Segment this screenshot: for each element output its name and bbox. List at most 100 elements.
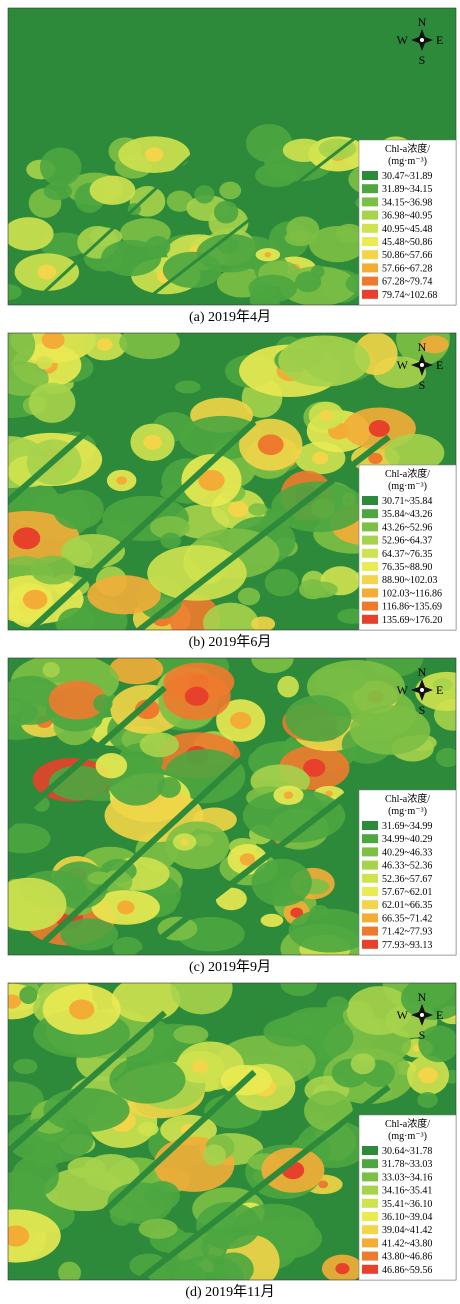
legend-swatch	[362, 263, 378, 272]
legend-swatch	[362, 588, 378, 597]
legend-swatch	[362, 874, 378, 883]
legend-label: 46.33~52.36	[382, 861, 432, 872]
map-patch	[175, 381, 201, 394]
legend-label: 79.74~102.68	[382, 290, 437, 301]
legend-label: 76.35~88.90	[382, 562, 432, 573]
legend-label: 43.26~52.96	[382, 522, 432, 533]
map-patch	[283, 139, 325, 162]
legend-swatch	[362, 575, 378, 584]
legend-label: 135.69~176.20	[382, 615, 442, 626]
map-patch	[263, 1017, 317, 1047]
map-patch	[252, 859, 312, 907]
panel-caption: (a) 2019年4月	[189, 309, 271, 325]
map-patch	[111, 977, 180, 1022]
compass-e: E	[436, 358, 443, 372]
legend-swatch	[362, 1159, 378, 1168]
map-patch	[351, 1053, 376, 1074]
legend-label: 43.80~46.86	[382, 1252, 432, 1263]
map-patch	[219, 182, 241, 200]
legend-swatch	[362, 1186, 378, 1195]
map-patch	[44, 182, 72, 200]
map-patch-core	[117, 901, 134, 915]
map-patch	[144, 1181, 180, 1210]
legend-unit: (mg·m⁻³)	[388, 156, 427, 167]
compass-n: N	[418, 15, 427, 29]
legend-title: Chl-a浓度/	[385, 1117, 430, 1130]
map-patch	[278, 335, 370, 386]
map-patch-core	[265, 252, 272, 257]
map-patch	[304, 1091, 353, 1131]
compass-s: S	[419, 53, 426, 67]
legend-swatch	[362, 1238, 378, 1247]
legend-label: 41.42~43.80	[382, 1238, 432, 1249]
legend-swatch	[362, 1146, 378, 1155]
map-patch	[311, 265, 324, 278]
map-patch	[255, 163, 297, 187]
legend-title: Chl-a浓度/	[385, 467, 430, 480]
legend-label: 34.99~40.29	[382, 834, 432, 845]
legend-label: 31.89~34.15	[382, 184, 432, 195]
compass-center	[420, 1013, 424, 1017]
compass-n: N	[418, 665, 427, 679]
map-patch	[145, 236, 170, 258]
compass-s: S	[419, 378, 426, 392]
map-patch	[248, 503, 267, 515]
map-patch	[37, 356, 53, 369]
legend-swatch	[362, 197, 378, 206]
map-patch	[286, 216, 319, 242]
map-patch	[306, 581, 338, 597]
map-patch	[96, 753, 127, 778]
map-patch	[139, 1219, 178, 1239]
legend-swatch	[362, 496, 378, 505]
compass-n: N	[418, 340, 427, 354]
map-patch	[140, 732, 179, 757]
map-patch-core	[143, 435, 162, 450]
map-patch	[112, 937, 142, 959]
map-patch	[417, 1092, 437, 1108]
legend-swatch	[362, 562, 378, 571]
legend-label: 71.42~77.93	[382, 927, 432, 938]
map-patch-core	[116, 476, 127, 485]
compass-s: S	[419, 703, 426, 717]
map-patch	[42, 662, 59, 677]
compass-center	[420, 363, 424, 367]
legend-label: 57.67~62.01	[382, 887, 432, 898]
legend-swatch	[362, 1212, 378, 1221]
legend-label: 102.03~116.86	[382, 588, 442, 599]
map-patch	[281, 971, 318, 996]
map-patch-core	[3, 1225, 30, 1246]
figure: NSWEChl-a浓度/(mg·m⁻³)30.47~31.8931.89~34.…	[0, 0, 460, 1304]
legend-swatch	[362, 522, 378, 531]
map-patch-core	[69, 999, 94, 1019]
legend-label: 30.64~31.78	[382, 1146, 432, 1157]
map-patch	[285, 695, 351, 741]
compass-n: N	[418, 990, 427, 1004]
legend-label: 35.84~43.26	[382, 509, 432, 520]
legend-label: 77.93~93.13	[382, 940, 432, 951]
legend-label: 52.36~57.67	[382, 874, 432, 885]
panel-caption: (c) 2019年9月	[189, 959, 271, 975]
legend-label: 116.86~135.69	[382, 602, 442, 613]
map-patch-core	[3, 994, 21, 1008]
map-patch	[90, 176, 136, 205]
legend-label: 30.47~31.89	[382, 171, 432, 182]
compass-e: E	[436, 683, 443, 697]
map-patch	[214, 201, 238, 224]
compass-w: W	[397, 683, 409, 697]
panel-caption: (d) 2019年11月	[185, 1284, 274, 1300]
legend-label: 64.37~76.35	[382, 549, 432, 560]
map-patch	[12, 1156, 59, 1197]
legend-unit: (mg·m⁻³)	[388, 1131, 427, 1142]
legend-title: Chl-a浓度/	[385, 792, 430, 805]
map-patch	[119, 325, 180, 359]
map-patch	[93, 695, 112, 713]
map-patch	[147, 545, 247, 600]
legend-swatch	[362, 171, 378, 180]
map-patch	[109, 1056, 185, 1103]
map-patch	[327, 996, 349, 1013]
legend-swatch	[362, 927, 378, 936]
map-patch	[246, 124, 292, 162]
map-patch	[277, 676, 299, 698]
map-patch	[160, 533, 181, 549]
legend-label: 30.71~35.84	[382, 496, 432, 507]
